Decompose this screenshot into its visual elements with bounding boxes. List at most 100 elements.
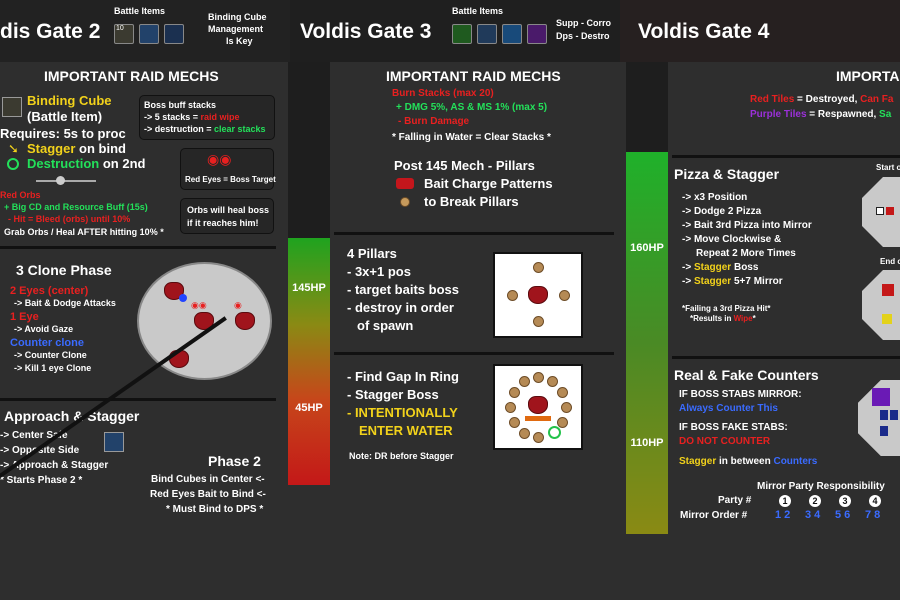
stagger-word: Stagger (27, 141, 76, 156)
boss-buff-line-2-hl: clear stacks (214, 124, 266, 134)
ring-pin (547, 376, 558, 387)
ring-pin (557, 417, 568, 428)
ring-pin (519, 428, 530, 439)
green-orb-icon (452, 24, 472, 44)
party-number-4: 4 (869, 495, 881, 507)
pillars-boss-icon (528, 286, 548, 304)
gap-3: - INTENTIONALLY (347, 405, 458, 420)
mirror-order-label: Mirror Order # (680, 510, 748, 521)
gate3-battle-items-label: Battle Items (452, 6, 504, 16)
post145-title: Post 145 Mech - Pillars (394, 158, 535, 173)
requires-label: Requires: 5s to proc (0, 126, 126, 141)
ring-boss-icon (528, 396, 548, 414)
battle-item-icon-2 (139, 24, 159, 44)
counter-octagon-diagram (858, 380, 900, 456)
always-counter: Always Counter This (679, 403, 778, 414)
battle-item-icon-3 (164, 24, 184, 44)
counter-sub-1: -> Counter Clone (14, 350, 87, 360)
gate3-divider-1 (334, 232, 614, 235)
pizza-6-pre: -> (682, 262, 694, 273)
gate3-note-1: Supp - Corro (556, 18, 611, 28)
ring-pin (509, 417, 520, 428)
boss-buff-line-1-pre: -> 5 stacks = (144, 112, 201, 122)
end-label: End o (880, 257, 900, 266)
failing-2-hl: Wipe (733, 314, 753, 323)
clone-eyes-icon-2: ◉ (234, 300, 242, 310)
mirror-order-4: 7 8 (865, 509, 881, 521)
destruction-rest: on 2nd (99, 156, 146, 171)
red-eyes-label: Red Eyes = Boss Target (185, 175, 276, 184)
phase2-3: * Must Bind to DPS * (166, 504, 264, 515)
ring-pin (505, 402, 516, 413)
pizza-5: Repeat 2 More Times (696, 248, 796, 259)
pizza-1: -> x3 Position (682, 192, 748, 203)
pizza-7-post: 5+7 Mirror (731, 276, 783, 287)
phase2-2: Red Eyes Bait to Bind <- (150, 489, 266, 500)
orbs-line-3: Grab Orbs / Heal AFTER hitting 10% * (4, 227, 164, 237)
stagger-between-post: Counters (773, 456, 818, 467)
destruction-icon (7, 158, 19, 170)
clone-eyes-icon-1: ◉◉ (191, 300, 207, 310)
counter-slot-2 (890, 410, 898, 420)
ring-pin (557, 387, 568, 398)
failing-2-pre: *Results in (690, 314, 734, 323)
red-eyes-icon: ◉◉ (207, 151, 232, 167)
approach-4: * Starts Phase 2 * (0, 475, 83, 486)
hp-bar-gate3 (626, 62, 668, 152)
ring-diagram (493, 364, 583, 450)
blue-orb-icon (502, 24, 522, 44)
burn-stacks: Burn Stacks (max 20) (392, 88, 494, 99)
ring-pin (533, 372, 544, 383)
start-slot-2 (886, 207, 894, 215)
approach-1: -> Center Safe (0, 430, 68, 441)
battle-item-icon-b (477, 24, 497, 44)
pillars-3: - destroy in order (347, 300, 454, 315)
pizza-7-hl: Stagger (693, 276, 732, 287)
boss-buff-line-2-pre: -> destruction = (144, 124, 215, 134)
ring-pin (561, 402, 572, 413)
gate2-mechs-title: IMPORTANT RAID MECHS (44, 68, 219, 84)
ring-gap-marker (548, 426, 561, 439)
approach-title: Approach & Stagger (4, 408, 140, 424)
gate4-title: Voldis Gate 4 (638, 20, 770, 43)
failing-1: *Failing a 3rd Pizza Hit* (682, 304, 771, 313)
mirror-order-1: 1 2 (775, 509, 791, 521)
counter-sub-2: -> Kill 1 eye Clone (14, 363, 92, 373)
pillars-title: 4 Pillars (347, 246, 397, 261)
gate4-divider-1 (672, 155, 900, 158)
gate4-divider-2 (672, 356, 900, 359)
destruction-on-2nd: Destruction on 2nd (27, 156, 145, 171)
purple-tiles-rest: = Respawned, (806, 109, 880, 120)
counter-purple-slot (872, 388, 890, 406)
approach-3: -> Approach & Stagger (0, 460, 109, 471)
icon-badge: 10 (116, 25, 124, 32)
bait-charge: Bait Charge Patterns (424, 176, 553, 191)
hp-label-145: 145HP (292, 282, 326, 294)
start-slot-1 (876, 207, 884, 215)
blue-dot-icon (179, 294, 187, 302)
phase2-title: Phase 2 (208, 453, 261, 469)
boss-buff-line-2: -> destruction = clear stacks (144, 124, 266, 134)
stagger-rest: on bind (75, 141, 126, 156)
purple-tiles-label: Purple Tiles (750, 109, 807, 120)
fake-stabs: IF BOSS FAKE STABS: (679, 422, 788, 433)
party-label: Party # (718, 495, 752, 506)
red-tiles-line: Red Tiles = Destroyed, Can Fa (750, 94, 893, 105)
destruction-word: Destruction (27, 156, 100, 171)
orbs-heal-2: if it reaches him! (187, 218, 259, 228)
stagger-between-pre: Stagger (679, 456, 717, 467)
slider-knob (56, 176, 65, 185)
can-fall-label: Can Fa (860, 94, 894, 105)
pillars-4: of spawn (357, 318, 414, 333)
pillar-right (559, 290, 570, 301)
pillar-left (507, 290, 518, 301)
pizza-3: -> Bait 3rd Pizza into Mirror (682, 220, 812, 231)
mirror-title: Mirror Party Responsibility (757, 481, 885, 492)
failing-2-post: * (752, 314, 756, 323)
gate2-note-3: Is Key (226, 36, 253, 46)
approach-item-icon (104, 432, 124, 452)
gate3-mechs-title: IMPORTANT RAID MECHS (386, 68, 561, 84)
binding-cube-label: Binding Cube (27, 93, 112, 108)
stabs-mirror: IF BOSS STABS MIRROR: (679, 389, 802, 400)
gate2-divider-1 (0, 246, 276, 249)
